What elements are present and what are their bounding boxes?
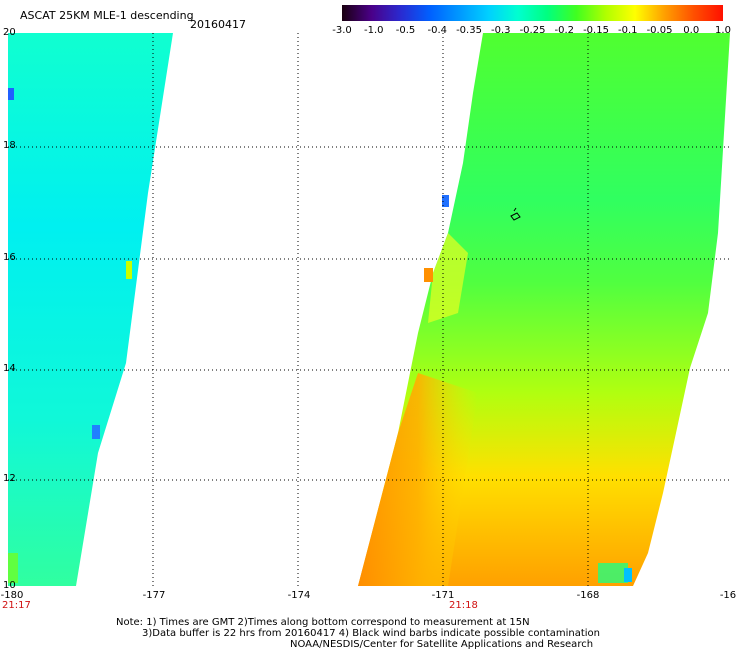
- time-label-left: 21:17: [2, 600, 31, 611]
- product-date: 20160417: [190, 18, 246, 31]
- colorbar-tick-label: -1.0: [363, 25, 384, 36]
- note-line-3: NOAA/NESDIS/Center for Satellite Applica…: [290, 639, 594, 650]
- product-title: ASCAT 25KM MLE-1 descending: [20, 9, 194, 22]
- lat-label: 12: [3, 473, 16, 484]
- colorbar-tick-label: -0.3: [490, 25, 511, 36]
- lat-label: 20: [3, 27, 16, 38]
- colorbar-labels: -3.0 -1.0 -0.5 -0.4 -0.35 -0.3 -0.25 -0.2 -0.15-…: [330, 25, 735, 37]
- colorbar-tick-label: 0.0: [683, 25, 700, 36]
- colorbar-tick-label: -0.05: [646, 25, 673, 36]
- lon-label: -180: [0, 590, 24, 601]
- colorbar-tick-label: -0.5: [395, 25, 416, 36]
- lat-label: 16: [3, 252, 16, 263]
- lon-label: -171: [431, 590, 455, 601]
- lat-label: 10: [3, 580, 16, 591]
- lon-label: -168: [576, 590, 600, 601]
- lon-label: -174: [287, 590, 311, 601]
- time-label-middle: 21:18: [449, 600, 478, 611]
- colorbar-tick-label: -0.35: [456, 25, 482, 36]
- colorbar-tick-label: -0.25: [519, 25, 546, 36]
- lat-label: 18: [3, 140, 16, 151]
- colorbar-tick-label: -0.4: [427, 25, 448, 36]
- colorbar: [342, 5, 723, 21]
- colorbar-tick-label: -3.0: [332, 25, 352, 36]
- swath-map: [8, 33, 730, 586]
- colorbar-tick-label: -0.2: [554, 25, 575, 36]
- colorbar-tick-label: 1.0: [715, 25, 731, 36]
- lon-label: -177: [142, 590, 166, 601]
- lat-label: 14: [3, 363, 16, 374]
- left-swath: [8, 33, 173, 586]
- colorbar-tick-label: -0.1: [617, 25, 638, 36]
- colorbar-tick-label: -0.15: [583, 25, 609, 36]
- note-line-2: 3)Data buffer is 22 hrs from 20160417 4)…: [142, 628, 600, 639]
- note-line-1: Note: 1) Times are GMT 2)Times along bot…: [116, 617, 530, 628]
- lon-label: -16: [719, 590, 737, 601]
